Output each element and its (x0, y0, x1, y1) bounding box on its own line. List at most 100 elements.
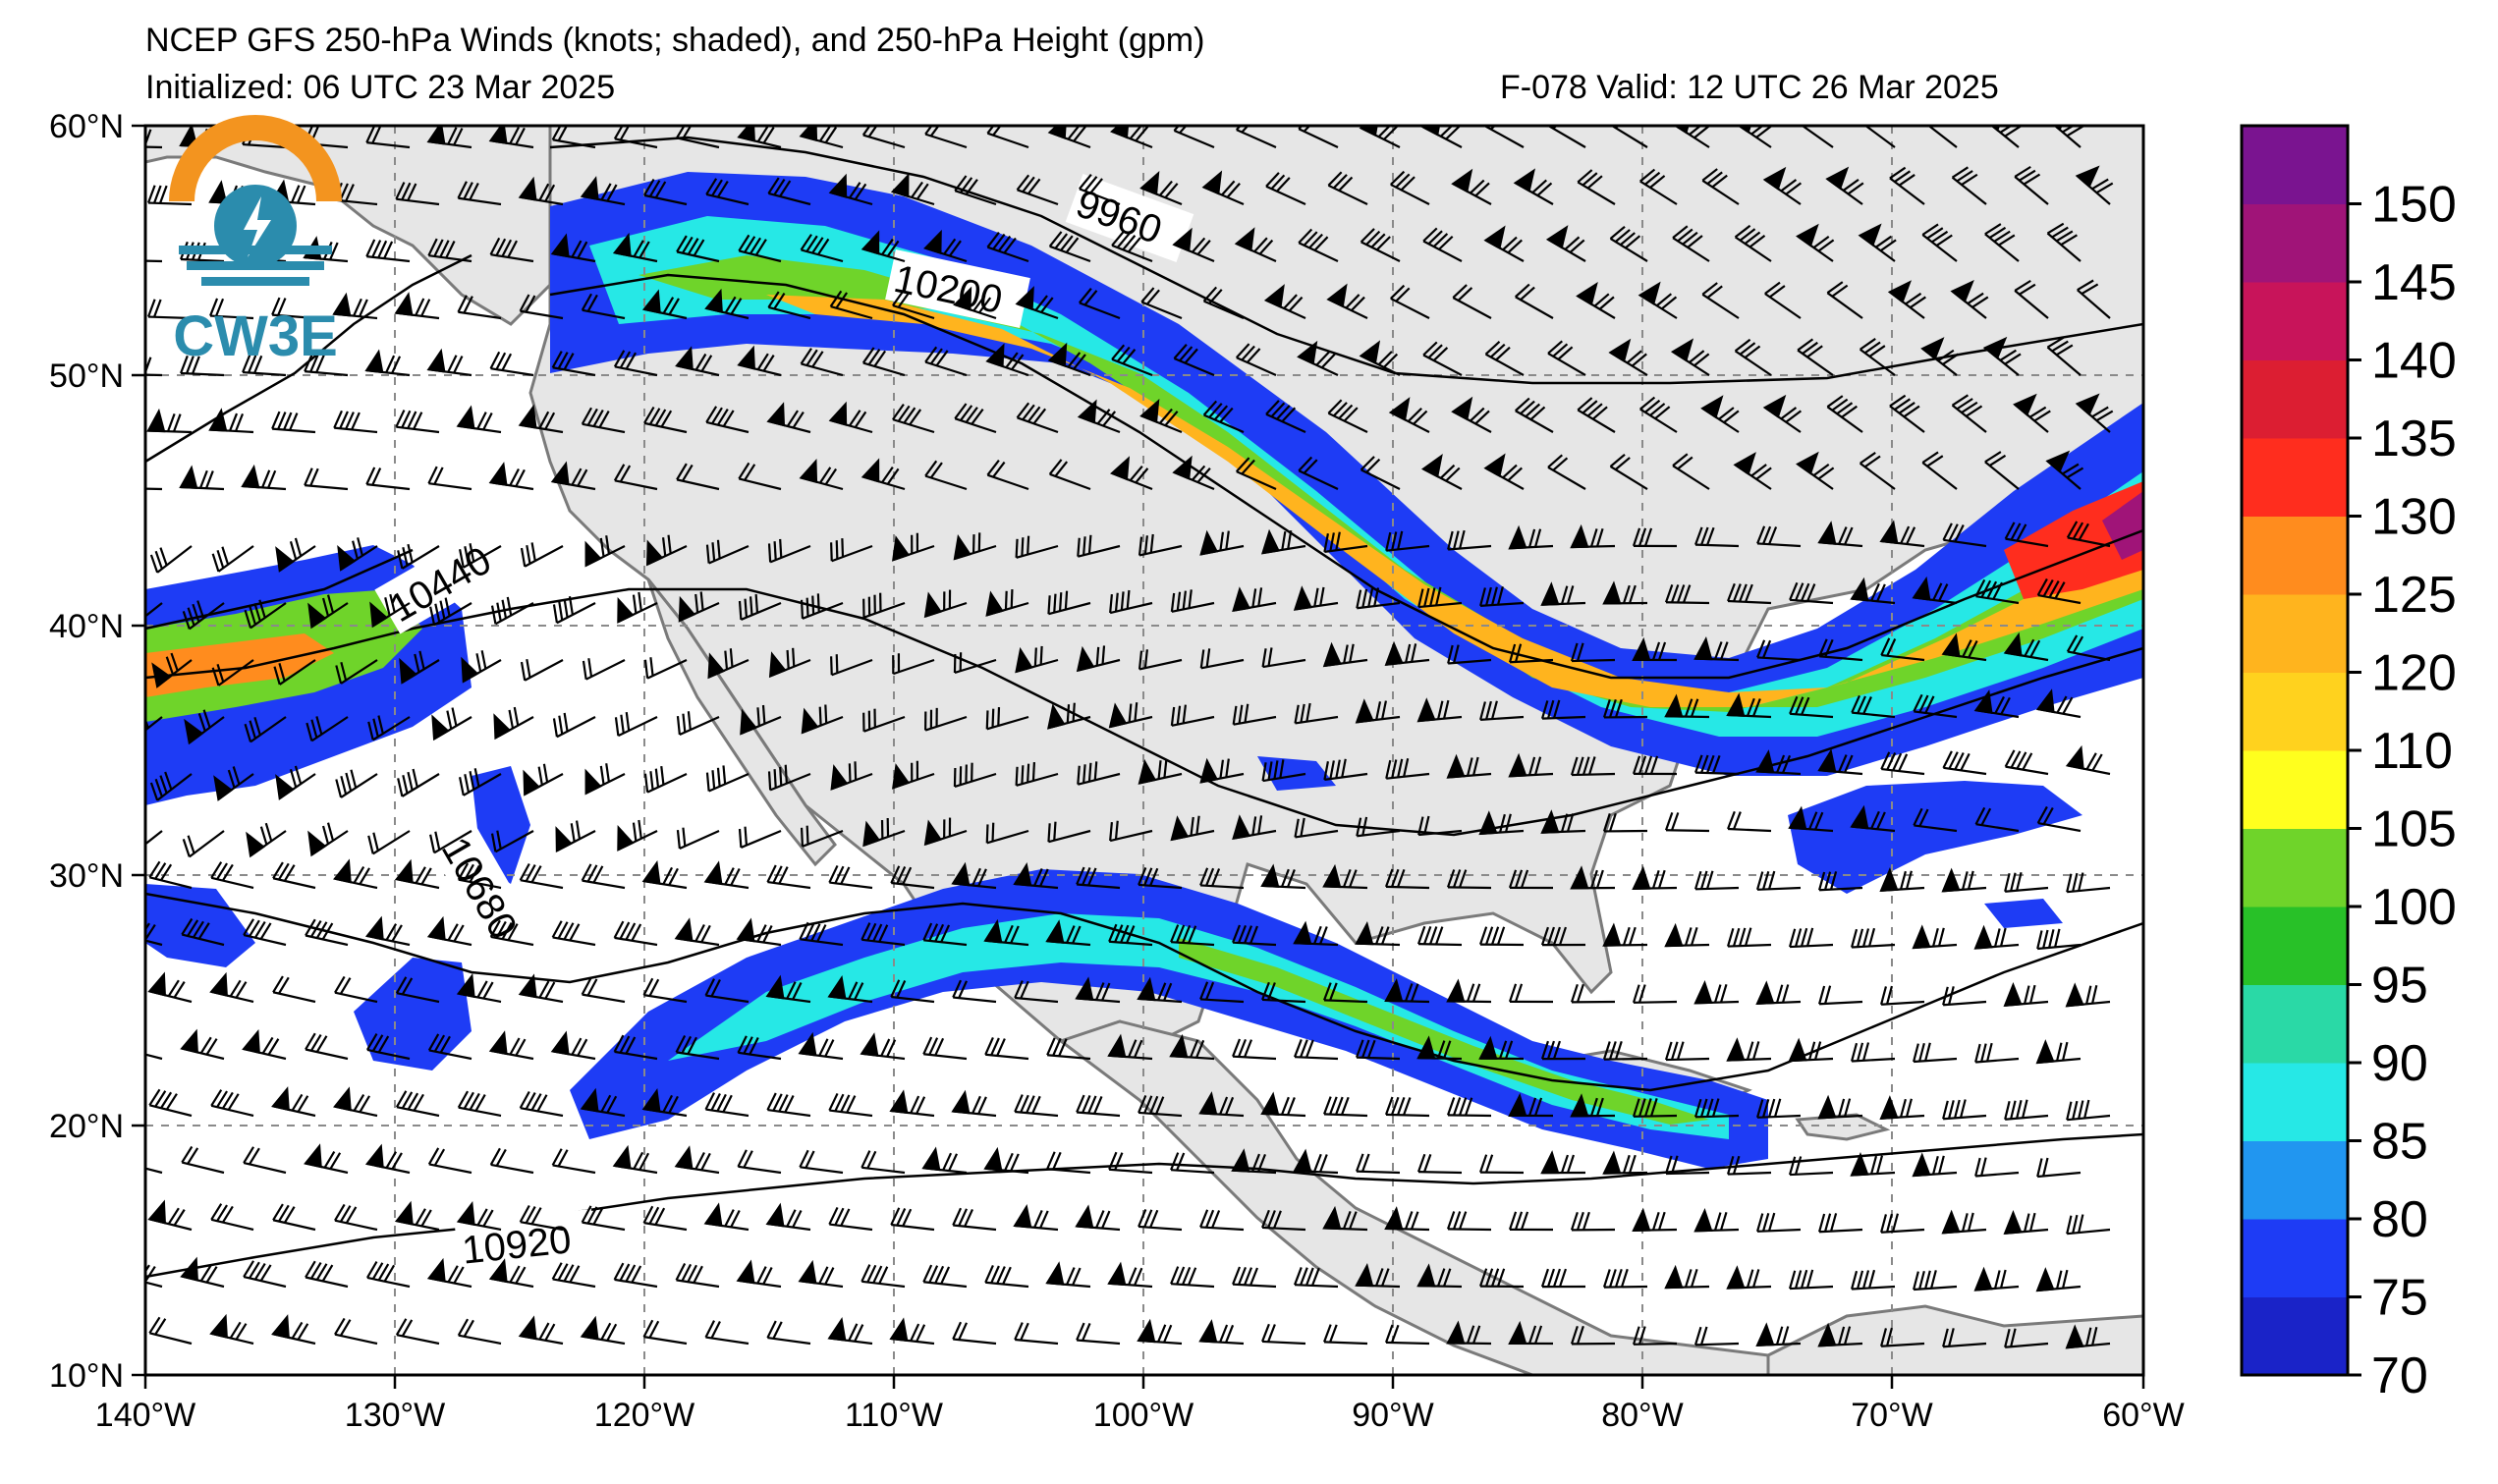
wind-barb (584, 535, 626, 568)
lon-label-110w: 110°W (845, 1397, 943, 1434)
wind-barb (581, 977, 626, 1004)
wind-barb (1789, 581, 1834, 605)
wind-barb (1880, 985, 1925, 1006)
wind-barb (520, 542, 564, 568)
wind-barb (1850, 1152, 1896, 1177)
wind-barb (551, 1148, 596, 1175)
wind-barb (1045, 919, 1091, 947)
wind-barb (1508, 1092, 1554, 1118)
wind-barb (800, 593, 844, 620)
wind-barb (1602, 1041, 1648, 1061)
wind-barb (1974, 1042, 2020, 1064)
wind-barb (1639, 396, 1678, 433)
wind-barb (1879, 867, 1925, 892)
wind-barb (184, 709, 225, 745)
wind-barb (148, 860, 193, 890)
wind-barb (1479, 586, 1525, 607)
wind-barb (1478, 1154, 1525, 1175)
wind-barb (148, 1316, 193, 1346)
wind-barb (1451, 396, 1492, 433)
wind-barb (1941, 1209, 1987, 1235)
wind-barb (1326, 283, 1368, 319)
wind-barb (1170, 1152, 1215, 1175)
wind-barb (1109, 589, 1153, 615)
wind-barb (145, 1047, 163, 1061)
colorbar-label: 120 (2371, 645, 2457, 702)
wind-barb (551, 1262, 596, 1289)
wind-barb (1015, 645, 1059, 674)
wind-barb (1726, 1265, 1772, 1290)
wind-barb (1913, 807, 1958, 833)
wind-barb (1951, 394, 1987, 433)
wind-barb (181, 917, 225, 947)
wind-barb (211, 659, 254, 687)
wind-barb (675, 1262, 720, 1289)
wind-barb (1384, 640, 1430, 666)
wind-barb (1327, 171, 1368, 205)
lat-label-50n: 50°N (49, 357, 124, 395)
wind-barb (1817, 1213, 1863, 1234)
wind-barb (1447, 644, 1492, 665)
wind-barb (1850, 577, 1896, 605)
wind-barb (1138, 1094, 1183, 1118)
wind-barb (1170, 1266, 1215, 1289)
wind-barb (1817, 1322, 1863, 1347)
wind-barb (799, 921, 844, 947)
wind-barb (642, 1205, 688, 1232)
colorbar-bin (2242, 750, 2348, 829)
wind-barb (985, 822, 1029, 845)
wind-barb (1355, 698, 1401, 724)
wind-barb (395, 1318, 440, 1346)
wind-barb (1260, 1091, 1306, 1118)
wind-barb (147, 971, 193, 1004)
wind-barb (1446, 1320, 1492, 1346)
wind-barb (145, 486, 163, 491)
wind-barb (641, 860, 688, 890)
colorbar-bin (2242, 984, 2348, 1064)
colorbar-bin (2242, 828, 2348, 907)
wind-barb (1356, 816, 1401, 838)
wind-barb (555, 820, 596, 853)
wind-barb (1913, 1270, 1958, 1292)
wind-barb (738, 462, 782, 491)
wind-barb (1727, 582, 1772, 605)
wind-barb (737, 345, 782, 377)
colorbar-label: 150 (2371, 177, 2457, 234)
wind-barb (1075, 1204, 1121, 1232)
wind-barb (1858, 223, 1897, 262)
wind-barb (737, 1035, 782, 1061)
wind-barb (581, 863, 626, 890)
wind-barb (1602, 580, 1648, 605)
patch-atlantic-2 (1984, 899, 2063, 928)
wind-barb (305, 1260, 349, 1289)
wind-barb (1076, 645, 1121, 673)
wind-barb (614, 711, 658, 738)
wind-barb (1788, 1037, 1834, 1063)
wind-barb (1138, 758, 1183, 785)
wind-barb (860, 230, 906, 263)
wind-barb (1137, 1318, 1183, 1346)
colorbar-label: 100 (2371, 879, 2457, 936)
wind-barb (1416, 1263, 1463, 1289)
wind-barb (1261, 759, 1306, 783)
wind-barb (1451, 168, 1492, 205)
wind-barb (429, 597, 472, 627)
wind-barb (798, 1031, 844, 1061)
wind-barb (272, 1203, 316, 1232)
wind-barb (984, 1264, 1029, 1289)
wind-barb (1323, 531, 1368, 553)
wind-barb (891, 760, 935, 790)
wind-barb (1672, 225, 1710, 262)
wind-barb (1198, 1319, 1245, 1346)
wind-barb (489, 919, 534, 947)
wind-barb (365, 467, 411, 491)
wind-barb (2075, 165, 2114, 205)
wind-barb (1261, 981, 1306, 1004)
wind-barb (1356, 587, 1401, 610)
wind-barb (1294, 1267, 1339, 1289)
wind-barb (953, 286, 997, 320)
wind-barb (801, 704, 844, 735)
wind-barb (151, 652, 193, 688)
wind-barb (1788, 1269, 1834, 1291)
wind-barb (208, 408, 254, 434)
